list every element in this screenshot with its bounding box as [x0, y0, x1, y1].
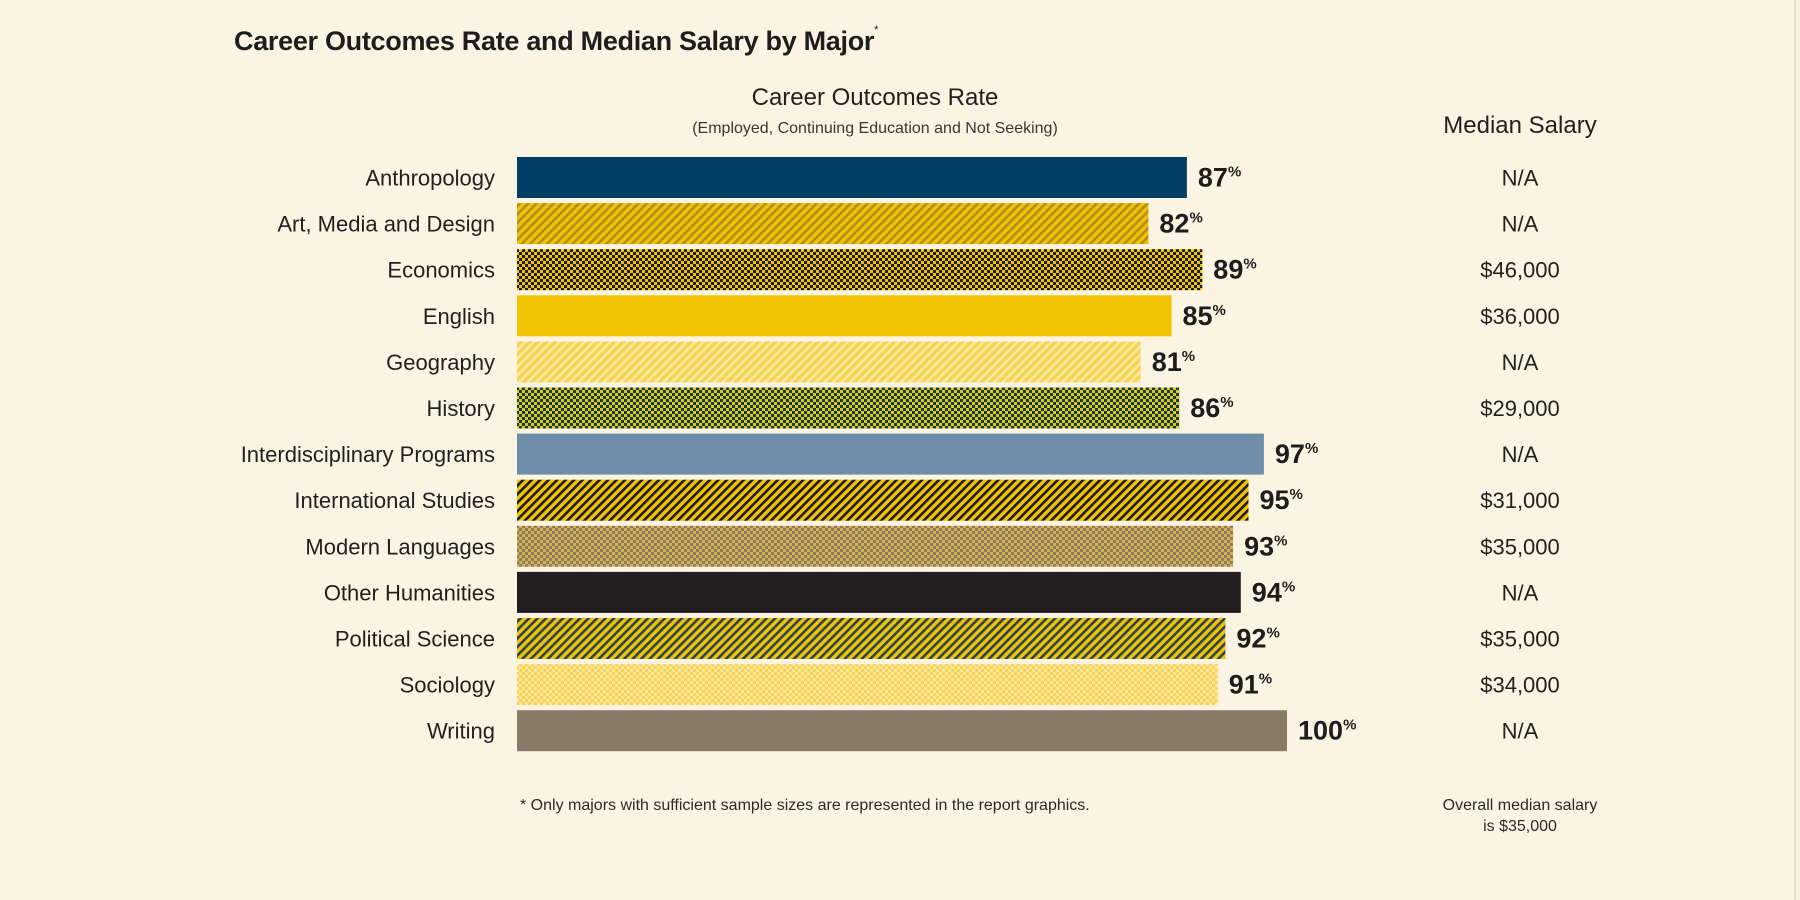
salary-value: N/A [1502, 166, 1539, 191]
category-label: Geography [386, 350, 495, 375]
career-outcomes-subheader: (Employed, Continuing Education and Not … [692, 120, 1058, 137]
bar [517, 157, 1187, 198]
category-label: Sociology [400, 673, 495, 698]
value-label: 81% [1152, 347, 1195, 377]
value-label: 86% [1190, 393, 1233, 423]
value-label: 91% [1229, 670, 1272, 700]
category-label: International Studies [294, 488, 495, 513]
bar [517, 710, 1287, 752]
bar [517, 664, 1218, 706]
bar [517, 203, 1149, 245]
salary-value: $35,000 [1480, 627, 1560, 652]
career-outcomes-header: Career Outcomes Rate [751, 84, 999, 111]
salary-value: N/A [1502, 580, 1539, 605]
bar [517, 571, 1241, 613]
value-label: 95% [1260, 485, 1303, 515]
value-label: 89% [1213, 255, 1256, 285]
chart-title-text: Career Outcomes Rate and Median Salary b… [234, 26, 875, 56]
bar [517, 341, 1141, 383]
salary-value: N/A [1502, 350, 1539, 375]
value-label: 92% [1236, 624, 1279, 654]
value-label: 85% [1183, 301, 1226, 331]
bar [517, 249, 1203, 291]
salary-value: $29,000 [1480, 396, 1560, 421]
category-label: English [423, 304, 495, 329]
bar [517, 433, 1264, 475]
value-label: 97% [1275, 439, 1318, 469]
value-label: 93% [1244, 531, 1287, 561]
category-label: Political Science [335, 627, 495, 652]
value-label: 87% [1198, 163, 1241, 193]
salary-value: $35,000 [1480, 534, 1560, 559]
median-salary-header: Median Salary [1443, 112, 1597, 139]
salary-value: N/A [1502, 212, 1539, 237]
bar [517, 387, 1180, 429]
bar [517, 479, 1249, 521]
title-footnote-marker: * [874, 24, 879, 36]
bar [517, 525, 1234, 567]
salary-value: $46,000 [1480, 258, 1560, 283]
right-edge-rule [1794, 0, 1796, 900]
category-label: Economics [387, 258, 495, 283]
salary-value: $36,000 [1480, 304, 1560, 329]
overall-note-line-1: Overall median salary [1442, 797, 1598, 814]
category-label: Anthropology [365, 166, 495, 191]
value-label: 94% [1252, 577, 1295, 607]
category-label: Writing [427, 719, 495, 744]
category-label: Modern Languages [305, 534, 495, 559]
salary-value: N/A [1502, 719, 1539, 744]
chart-title: Career Outcomes Rate and Median Salary b… [234, 24, 879, 57]
category-label: Interdisciplinary Programs [241, 442, 495, 467]
footnote: * Only majors with sufficient sample siz… [520, 797, 1090, 814]
overall-median-salary-note: Overall median salary is $35,000 [1400, 795, 1640, 837]
value-label: 82% [1159, 209, 1202, 239]
value-label: 100% [1298, 716, 1356, 746]
salary-value: $31,000 [1480, 488, 1560, 513]
bar [517, 295, 1172, 337]
bar [517, 618, 1226, 659]
category-label: History [427, 396, 495, 421]
category-label: Art, Media and Design [277, 212, 495, 237]
salary-value: N/A [1502, 442, 1539, 467]
category-label: Other Humanities [324, 580, 495, 605]
overall-note-line-2: is $35,000 [1483, 818, 1557, 835]
salary-value: $34,000 [1480, 673, 1560, 698]
